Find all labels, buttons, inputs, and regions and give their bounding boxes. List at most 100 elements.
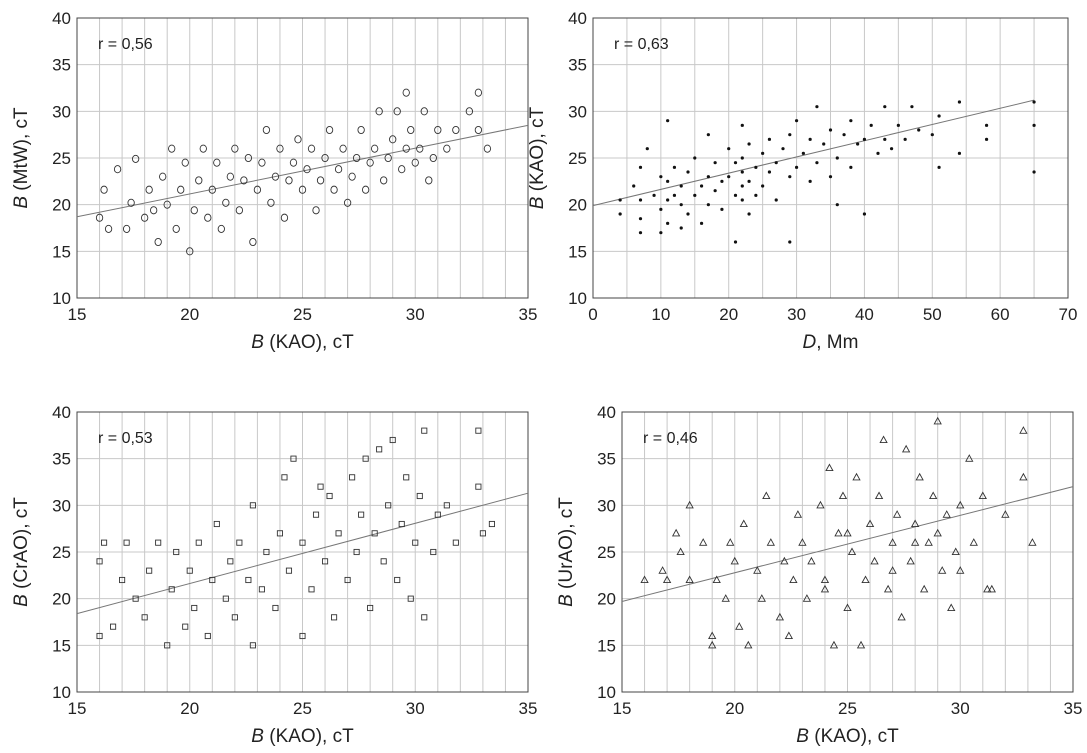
data-point bbox=[659, 207, 663, 211]
data-point bbox=[788, 133, 792, 137]
data-point bbox=[638, 231, 643, 235]
x-tick-label: 35 bbox=[519, 699, 538, 718]
y-tick-label: 10 bbox=[597, 683, 616, 702]
data-point bbox=[897, 612, 906, 621]
data-point bbox=[488, 520, 495, 528]
data-point bbox=[226, 172, 234, 181]
data-point bbox=[686, 212, 690, 216]
data-point bbox=[757, 594, 766, 602]
data-point bbox=[384, 153, 392, 163]
x-axis-label-rest: (KAO), cT bbox=[264, 332, 354, 353]
y-tick-label: 35 bbox=[597, 450, 616, 469]
data-point bbox=[727, 175, 731, 179]
data-point bbox=[802, 594, 812, 602]
data-point bbox=[145, 185, 153, 194]
data-point bbox=[285, 567, 293, 574]
data-point bbox=[312, 511, 320, 518]
data-point bbox=[788, 240, 792, 244]
data-point bbox=[312, 206, 320, 215]
data-point bbox=[706, 133, 710, 137]
data-point bbox=[334, 165, 343, 174]
x-tick-label: 35 bbox=[1064, 699, 1083, 718]
x-tick-label: 10 bbox=[651, 305, 670, 324]
data-point bbox=[236, 539, 243, 546]
data-point bbox=[883, 584, 893, 593]
data-point bbox=[186, 567, 193, 574]
data-point bbox=[672, 193, 677, 197]
y-tick-label: 15 bbox=[52, 242, 71, 261]
data-point bbox=[788, 175, 792, 179]
data-point bbox=[820, 584, 830, 593]
data-point bbox=[343, 198, 352, 207]
data-point bbox=[843, 603, 852, 612]
data-point bbox=[199, 144, 207, 153]
data-point bbox=[956, 500, 965, 509]
y-tick-label: 40 bbox=[568, 9, 587, 28]
y-tick-label: 30 bbox=[568, 102, 587, 121]
data-point bbox=[920, 584, 929, 593]
data-point bbox=[754, 165, 758, 169]
data-point bbox=[271, 172, 280, 181]
data-point bbox=[672, 165, 677, 169]
data-point bbox=[618, 212, 622, 216]
data-point bbox=[874, 491, 884, 500]
data-point bbox=[452, 125, 460, 135]
data-point bbox=[933, 416, 942, 425]
data-point bbox=[299, 632, 306, 640]
data-point bbox=[434, 125, 442, 135]
data-point bbox=[774, 198, 778, 202]
data-point bbox=[938, 566, 947, 574]
data-point bbox=[883, 105, 887, 109]
y-axis-label: B (CrAO), cT bbox=[11, 497, 32, 607]
data-point bbox=[402, 88, 410, 97]
plot-frame bbox=[76, 17, 529, 299]
data-point bbox=[172, 224, 180, 233]
data-point bbox=[910, 519, 920, 528]
data-point bbox=[164, 642, 171, 649]
data-point bbox=[281, 474, 288, 481]
y-tick-label: 40 bbox=[52, 9, 71, 28]
data-point bbox=[794, 119, 799, 123]
data-point bbox=[838, 491, 848, 500]
y-axis-label: B (KAO), cT bbox=[527, 106, 548, 209]
data-point bbox=[693, 193, 697, 197]
data-point bbox=[474, 125, 483, 135]
data-point bbox=[421, 614, 428, 621]
data-point bbox=[896, 123, 900, 127]
data-point bbox=[822, 142, 826, 146]
data-point bbox=[917, 128, 921, 132]
data-point bbox=[666, 119, 670, 123]
data-point bbox=[195, 176, 203, 185]
data-point bbox=[235, 206, 244, 215]
y-tick-label: 25 bbox=[52, 149, 71, 168]
data-point bbox=[835, 203, 839, 207]
data-point bbox=[903, 137, 907, 141]
data-point bbox=[947, 603, 956, 612]
data-point bbox=[659, 175, 663, 179]
y-tick-label: 25 bbox=[568, 149, 587, 168]
data-point bbox=[747, 179, 751, 183]
data-point bbox=[421, 427, 428, 434]
data-point bbox=[879, 435, 888, 444]
data-point bbox=[720, 179, 724, 183]
data-point bbox=[402, 144, 410, 153]
data-point bbox=[244, 153, 253, 163]
data-point bbox=[322, 558, 329, 565]
x-axis-label-variable: B bbox=[796, 726, 809, 747]
data-point bbox=[780, 556, 789, 565]
data-point bbox=[231, 614, 238, 621]
data-point bbox=[262, 125, 271, 135]
x-tick-label: 20 bbox=[719, 305, 738, 324]
y-axis-label-variable: B bbox=[527, 196, 548, 209]
data-point bbox=[828, 175, 833, 179]
data-point bbox=[739, 519, 748, 528]
data-point bbox=[389, 135, 397, 144]
y-tick-label: 15 bbox=[597, 636, 616, 655]
data-point bbox=[761, 151, 765, 155]
data-point bbox=[294, 135, 302, 144]
data-point bbox=[231, 144, 239, 153]
plot-frame bbox=[621, 411, 1074, 693]
